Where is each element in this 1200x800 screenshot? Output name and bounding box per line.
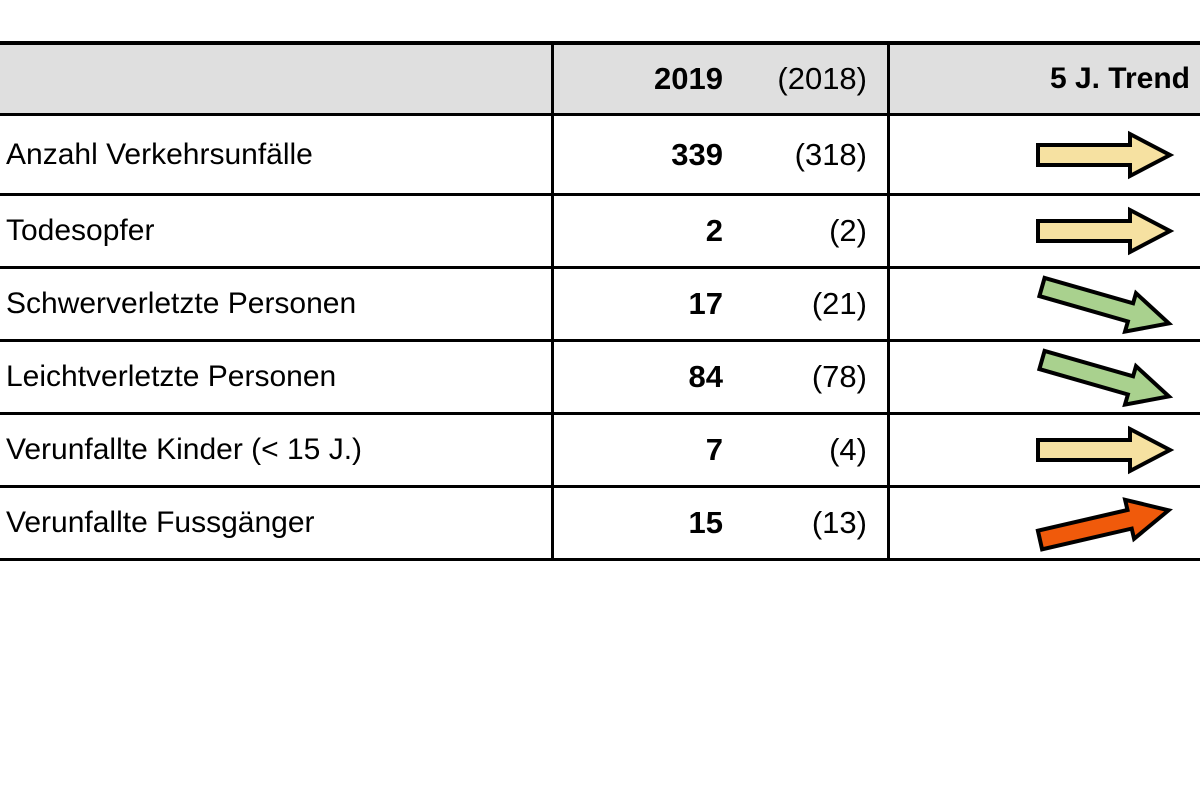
row-values-cell: 7 (4) <box>554 415 890 485</box>
arrow-down-right-icon <box>1036 275 1174 335</box>
header-trend-label: 5 J. Trend <box>1049 62 1190 95</box>
row-prev-value: (13) <box>811 505 867 540</box>
row-label: Verunfallte Kinder (< 15 J.) <box>0 415 554 485</box>
row-prev-value: (2) <box>829 213 867 248</box>
row-label: Anzahl Verkehrsunfälle <box>0 116 554 193</box>
header-year-cell: 2019 (2018) <box>554 45 890 113</box>
row-label: Leichtverletzte Personen <box>0 342 554 412</box>
row-value: 7 <box>705 432 723 467</box>
row-prev-value: (4) <box>829 432 867 467</box>
row-prev-value: (78) <box>811 359 867 394</box>
arrow-right-icon <box>1036 425 1175 475</box>
row-trend-cell <box>890 415 1200 485</box>
row-label: Schwerverletzte Personen <box>0 269 554 339</box>
row-trend-cell <box>890 269 1200 339</box>
table-header-row: 2019 (2018) 5 J. Trend <box>0 45 1200 116</box>
table-row: Schwerverletzte Personen 17 (21) <box>0 269 1200 342</box>
header-empty-cell <box>0 45 554 113</box>
row-value: 17 <box>688 286 723 321</box>
row-values-cell: 339 (318) <box>554 116 890 193</box>
row-trend-cell <box>890 196 1200 266</box>
row-trend-cell <box>890 116 1200 193</box>
arrow-right-icon <box>1036 130 1175 179</box>
header-prev-year-label: (2018) <box>777 61 867 96</box>
table-row: Verunfallte Kinder (< 15 J.) 7 (4) <box>0 415 1200 488</box>
arrow-down-right-icon <box>1036 348 1174 408</box>
row-values-cell: 17 (21) <box>554 269 890 339</box>
header-year-label: 2019 <box>654 61 723 96</box>
row-value: 2 <box>705 213 723 248</box>
row-trend-cell <box>890 342 1200 412</box>
row-value: 339 <box>671 136 723 172</box>
row-value: 84 <box>688 359 723 394</box>
row-prev-value: (21) <box>811 286 867 321</box>
table-row: Verunfallte Fussgänger 15 (13) <box>0 488 1200 561</box>
arrow-right-icon <box>1036 206 1175 256</box>
row-values-cell: 84 (78) <box>554 342 890 412</box>
row-label: Verunfallte Fussgänger <box>0 488 554 558</box>
accident-statistics-table: 2019 (2018) 5 J. Trend Anzahl Verkehrsun… <box>0 41 1200 561</box>
header-trend-cell: 5 J. Trend <box>890 45 1200 113</box>
table-row: Todesopfer 2 (2) <box>0 196 1200 269</box>
row-values-cell: 15 (13) <box>554 488 890 558</box>
table-row: Anzahl Verkehrsunfälle 339 (318) <box>0 116 1200 196</box>
row-prev-value: (318) <box>794 136 867 172</box>
row-value: 15 <box>688 505 723 540</box>
row-trend-cell <box>890 488 1200 558</box>
table-row: Leichtverletzte Personen 84 (78) <box>0 342 1200 415</box>
row-values-cell: 2 (2) <box>554 196 890 266</box>
arrow-up-right-icon <box>1035 497 1173 552</box>
row-label: Todesopfer <box>0 196 554 266</box>
